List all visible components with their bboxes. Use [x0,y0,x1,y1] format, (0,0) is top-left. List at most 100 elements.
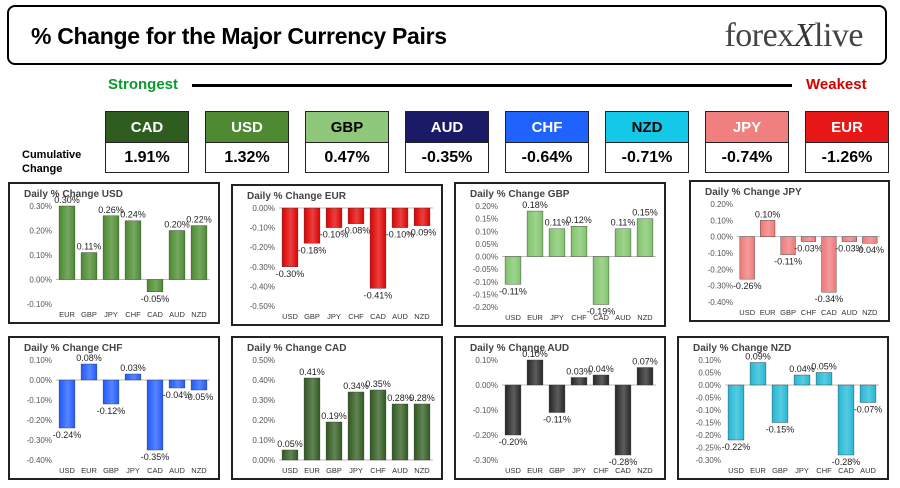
data-label: 0.15% [632,208,658,218]
data-label: 0.41% [299,367,325,377]
bar [592,374,610,386]
data-label: 0.22% [186,215,212,225]
bar [771,384,789,423]
bar-chart: 0.10% 0.00% -0.10% -0.20% -0.30% -0.40% -0.24%… [27,353,214,475]
x-tick-label: GBP [780,308,796,317]
data-label: 0.12% [566,215,592,225]
currency-box-aud: AUD -0.35% [405,111,489,173]
data-label: -0.03% [835,244,864,254]
data-label: -0.11% [543,415,571,425]
data-label: -0.35% [141,452,170,462]
bar-chart: 0.20%0.15%0.10%0.05%0.00%-0.05%-0.10%-0.… [473,200,658,322]
data-label: 0.10% [755,209,781,219]
y-tick-label: -0.10% [27,396,52,405]
y-tick-label: -0.15% [473,290,498,299]
chart-panel-gbp: Daily % Change GBP 0.20% 0.15% 0.10% 0.05% 0.… [454,182,666,327]
x-tick-label: GBP [304,312,320,321]
data-label: 0.20% [164,220,190,230]
data-label: 0.03% [566,367,592,377]
x-tick-label: AUD [169,310,185,319]
y-tick-label: 0.15% [475,215,498,224]
y-tick-label: -0.10% [708,249,733,258]
bar [80,363,98,381]
y-tick-label: 0.10% [475,227,498,236]
bar [391,207,409,228]
y-tick-label: 0.10% [698,356,721,365]
data-label: -0.10% [386,230,415,240]
y-tick-label: 0.20% [475,202,498,211]
y-tick-label: 0.10% [710,216,733,225]
currency-box-eur: EUR -1.26% [805,111,889,173]
chart-panel-eur: Daily % Change EUR 0.00% -0.10% -0.20% -0.30… [231,184,443,326]
chart-title: Daily % Change AUD [470,343,570,354]
y-tick-label: -0.40% [708,298,733,307]
y-tick-label: -0.15% [696,419,721,428]
y-tick-label: 0.00% [698,381,721,390]
chart-panel-jpy: Daily % Change JPY 0.20% 0.10% 0.00% -0.10% -… [689,180,890,322]
x-tick-label: JPY [349,466,363,475]
bar [58,379,76,429]
x-tick-label: GBP [549,466,565,475]
x-tick-label: EUR [59,310,75,319]
data-label: 0.07% [632,357,658,367]
bar [749,362,767,386]
bar [303,377,321,461]
y-tick-label: 0.00% [475,381,498,390]
x-tick-label: GBP [326,466,342,475]
bar [124,220,142,280]
data-label: 0.10% [522,349,548,359]
data-label: 0.05% [811,362,837,372]
currency-box-gbp: GBP 0.47% [305,111,389,173]
y-tick-label: 0.40% [252,376,275,385]
x-tick-label: JPY [572,466,586,475]
bar [413,403,431,461]
y-tick-label: -0.20% [696,431,721,440]
cumulative-change-value: -0.74% [705,143,789,173]
x-tick-label: CAD [821,308,837,317]
data-label: -0.12% [97,406,126,416]
data-label: -0.11% [499,286,527,296]
bar [146,379,164,451]
cumulative-change-value: -0.71% [605,143,689,173]
y-tick-label: -0.10% [696,406,721,415]
data-label: -0.18% [298,245,327,255]
bar [793,374,811,386]
y-tick-label: -0.10% [27,300,52,309]
data-label: -0.22% [722,442,751,452]
y-tick-label: 0.20% [29,227,52,236]
data-label: -0.28% [832,457,861,467]
x-tick-label: USD [282,466,298,475]
cumulative-change-value: 1.91% [105,143,189,173]
bar [837,384,855,456]
x-tick-label: GBP [772,466,788,475]
bar [636,367,654,386]
y-tick-label: -0.20% [473,431,498,440]
currency-code: CHF [505,111,589,143]
data-label: 0.04% [588,364,614,374]
bar [102,379,120,405]
y-tick-label: -0.30% [708,282,733,291]
data-label: 0.09% [745,352,771,362]
y-tick-label: 0.30% [252,396,275,405]
data-label: 0.03% [120,363,146,373]
x-tick-label: GBP [103,466,119,475]
data-label: -0.07% [854,405,883,415]
data-label: 0.24% [120,210,146,220]
currency-code: CAD [105,111,189,143]
cumulative-change-value: -0.35% [405,143,489,173]
bar [614,228,632,257]
logo-text-x: X [793,17,815,54]
x-tick-label: NZD [862,308,878,317]
chart-panel-chf: Daily % Change CHF 0.10% 0.00% -0.10% -0.20%… [8,336,220,480]
x-tick-label: CHF [370,466,386,475]
bar [570,226,588,257]
chart-panel-aud: Daily % Change AUD 0.10% 0.00% -0.10% -0.20%… [454,336,666,480]
x-tick-label: CAD [147,310,163,319]
data-label: 0.05% [277,439,303,449]
y-tick-label: -0.10% [250,224,275,233]
data-label: -0.05% [185,392,214,402]
data-label: 0.11% [545,218,570,228]
bar [570,377,588,386]
bar [739,236,755,280]
y-tick-label: 0.00% [29,276,52,285]
